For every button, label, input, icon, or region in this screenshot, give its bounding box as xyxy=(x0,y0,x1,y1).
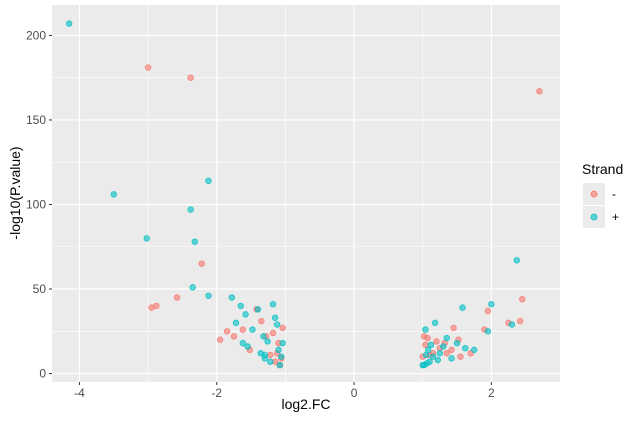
data-point-plus xyxy=(257,350,264,357)
data-point-plus xyxy=(244,343,251,350)
data-point-plus xyxy=(276,361,284,369)
x-tick-label: 0 xyxy=(351,386,358,400)
data-point-plus xyxy=(459,304,466,311)
data-point-plus xyxy=(431,319,439,327)
data-point-minus xyxy=(267,351,274,359)
data-points xyxy=(65,20,543,369)
data-point-plus xyxy=(254,306,262,313)
data-point-minus xyxy=(422,341,429,349)
data-point-minus xyxy=(420,333,428,340)
data-point-plus xyxy=(228,294,236,301)
x-tick-label: -2 xyxy=(211,386,222,400)
data-point-plus xyxy=(264,338,271,345)
y-tick-label: 150 xyxy=(26,113,46,127)
data-point-plus xyxy=(419,361,426,369)
data-point-plus xyxy=(189,284,196,291)
data-point-plus xyxy=(436,350,444,357)
data-point-minus xyxy=(536,88,543,95)
data-point-minus xyxy=(216,336,224,343)
legend: Strand - + xyxy=(582,161,623,228)
data-point-plus xyxy=(453,339,461,347)
data-point-plus xyxy=(232,319,240,327)
data-point-minus xyxy=(187,74,194,81)
data-point-plus xyxy=(65,20,73,27)
legend-label-minus: - xyxy=(612,187,616,201)
data-point-plus xyxy=(279,339,286,347)
data-point-plus xyxy=(488,301,495,308)
data-point-minus xyxy=(457,353,464,360)
data-point-plus xyxy=(261,355,269,362)
data-point-minus xyxy=(450,324,457,332)
data-point-minus xyxy=(519,295,526,303)
data-point-minus xyxy=(173,294,181,301)
y-axis-title: -log10(P.value) xyxy=(7,146,23,239)
data-point-minus xyxy=(484,307,492,315)
legend-point-minus xyxy=(590,190,598,198)
data-point-plus xyxy=(191,238,198,245)
legend-point-plus xyxy=(590,213,598,221)
y-tick-label: 100 xyxy=(26,197,46,211)
data-point-minus xyxy=(239,326,247,333)
data-point-plus xyxy=(443,334,450,342)
data-point-plus xyxy=(513,257,520,264)
data-point-plus xyxy=(143,235,150,242)
x-tick-label: -4 xyxy=(74,386,85,400)
data-point-plus xyxy=(422,326,429,333)
data-point-minus xyxy=(230,333,238,340)
data-point-minus xyxy=(448,346,455,354)
data-point-plus xyxy=(249,326,256,333)
data-point-plus xyxy=(269,301,277,308)
y-tick-label: 50 xyxy=(33,282,47,296)
data-point-minus xyxy=(516,317,524,325)
data-point-plus xyxy=(237,302,244,310)
data-point-plus xyxy=(242,311,249,318)
data-point-plus xyxy=(267,358,274,365)
y-tick-label: 0 xyxy=(39,367,46,381)
data-point-minus xyxy=(279,324,286,332)
data-point-plus xyxy=(422,351,430,359)
data-point-minus xyxy=(144,64,152,71)
data-point-plus xyxy=(239,339,247,347)
data-point-minus xyxy=(148,304,155,311)
data-point-plus xyxy=(110,191,117,198)
data-point-plus xyxy=(448,355,455,362)
y-tick-label: 200 xyxy=(26,28,46,42)
x-axis-ticks: -4 -2 0 2 xyxy=(74,382,495,400)
data-point-minus xyxy=(223,328,231,335)
x-axis-title: log2.FC xyxy=(281,396,330,412)
data-point-plus xyxy=(205,292,212,299)
minor-gridlines xyxy=(52,5,560,382)
data-point-plus xyxy=(271,314,279,321)
data-point-minus xyxy=(258,317,265,325)
data-point-minus xyxy=(269,329,277,337)
major-gridlines xyxy=(52,5,560,382)
legend-title: Strand xyxy=(582,161,623,177)
data-point-minus xyxy=(433,338,440,345)
data-point-plus xyxy=(260,333,267,340)
x-tick-label: 2 xyxy=(488,386,495,400)
data-point-plus xyxy=(275,346,282,354)
data-point-plus xyxy=(205,177,212,185)
data-point-plus xyxy=(470,346,478,354)
data-point-plus xyxy=(440,343,447,350)
data-point-plus xyxy=(187,206,194,213)
y-axis-ticks: 0 50 100 150 200 xyxy=(26,28,52,381)
data-point-minus xyxy=(198,260,205,267)
data-point-plus xyxy=(484,328,492,335)
data-point-plus xyxy=(278,353,285,360)
data-point-plus xyxy=(429,353,437,360)
plot-panel xyxy=(52,5,560,382)
data-point-plus xyxy=(434,356,442,364)
data-point-plus xyxy=(508,321,516,328)
legend-label-plus: + xyxy=(612,210,619,224)
data-point-minus xyxy=(443,350,450,357)
data-point-plus xyxy=(427,341,435,349)
data-point-plus xyxy=(462,344,469,352)
data-point-plus xyxy=(273,321,281,328)
